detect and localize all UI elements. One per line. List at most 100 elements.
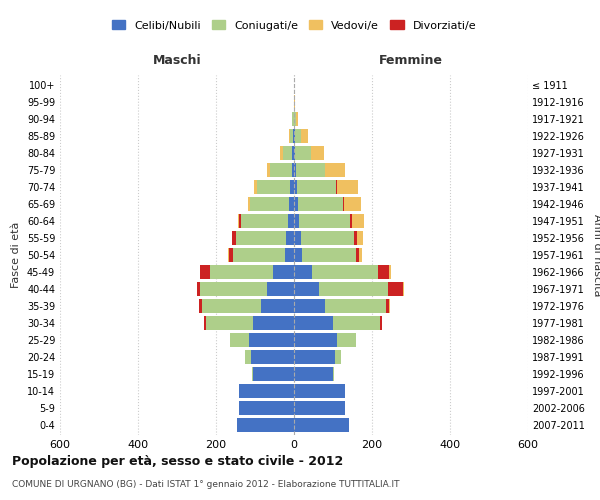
Bar <box>388 282 403 296</box>
Y-axis label: Fasce di età: Fasce di età <box>11 222 21 288</box>
Bar <box>239 214 241 228</box>
Bar <box>294 197 298 212</box>
Bar <box>295 129 301 144</box>
Bar <box>294 418 349 432</box>
Bar <box>336 180 337 194</box>
Bar <box>294 265 311 279</box>
Bar <box>229 248 233 262</box>
Bar <box>197 282 200 296</box>
Bar <box>239 384 294 398</box>
Bar <box>290 129 293 144</box>
Bar <box>249 332 294 347</box>
Bar <box>356 248 359 262</box>
Bar <box>200 282 266 296</box>
Bar <box>294 146 295 160</box>
Bar <box>235 231 286 245</box>
Bar <box>233 248 286 262</box>
Bar <box>344 197 361 212</box>
Bar <box>230 332 249 347</box>
Bar <box>238 214 239 228</box>
Bar <box>241 214 288 228</box>
Bar <box>294 163 296 178</box>
Bar <box>296 163 325 178</box>
Bar <box>299 214 350 228</box>
Bar <box>250 197 289 212</box>
Bar <box>333 366 334 381</box>
Bar <box>297 180 336 194</box>
Bar <box>272 265 294 279</box>
Bar <box>232 231 235 245</box>
Bar <box>311 146 325 160</box>
Bar <box>343 197 344 212</box>
Bar <box>286 231 294 245</box>
Bar <box>295 146 311 160</box>
Bar <box>301 129 308 144</box>
Bar <box>319 282 388 296</box>
Bar <box>289 197 294 212</box>
Bar <box>294 282 319 296</box>
Bar <box>389 265 391 279</box>
Bar <box>294 400 344 415</box>
Bar <box>199 298 202 313</box>
Bar <box>294 332 337 347</box>
Legend: Celibi/Nubili, Coniugati/e, Vedovi/e, Divorziati/e: Celibi/Nubili, Coniugati/e, Vedovi/e, Di… <box>107 16 481 35</box>
Bar <box>210 265 272 279</box>
Bar <box>294 384 344 398</box>
Bar <box>270 163 292 178</box>
Bar <box>352 214 364 228</box>
Bar <box>335 350 341 364</box>
Bar <box>378 265 389 279</box>
Bar <box>386 298 389 313</box>
Text: Maschi: Maschi <box>152 54 202 68</box>
Bar <box>380 316 382 330</box>
Bar <box>245 350 251 364</box>
Bar <box>228 248 229 262</box>
Bar <box>206 316 253 330</box>
Bar <box>294 366 333 381</box>
Bar <box>298 197 343 212</box>
Bar <box>294 180 297 194</box>
Bar <box>325 298 386 313</box>
Bar <box>202 298 261 313</box>
Bar <box>268 163 270 178</box>
Bar <box>280 146 283 160</box>
Bar <box>253 316 294 330</box>
Bar <box>350 214 352 228</box>
Bar <box>292 112 293 126</box>
Bar <box>294 316 333 330</box>
Bar <box>286 248 294 262</box>
Bar <box>290 180 294 194</box>
Bar <box>239 400 294 415</box>
Bar <box>337 332 356 347</box>
Bar <box>333 316 380 330</box>
Bar <box>266 282 294 296</box>
Bar <box>254 180 257 194</box>
Bar <box>357 231 362 245</box>
Bar <box>294 231 301 245</box>
Bar <box>302 248 356 262</box>
Bar <box>248 197 250 212</box>
Bar <box>289 129 290 144</box>
Bar <box>283 146 292 160</box>
Bar <box>301 231 353 245</box>
Text: Popolazione per età, sesso e stato civile - 2012: Popolazione per età, sesso e stato civil… <box>12 455 343 468</box>
Bar <box>252 366 253 381</box>
Bar <box>311 265 378 279</box>
Bar <box>204 316 206 330</box>
Bar <box>292 146 294 160</box>
Bar <box>253 366 294 381</box>
Bar <box>353 231 357 245</box>
Bar <box>288 214 294 228</box>
Text: Femmine: Femmine <box>379 54 443 68</box>
Bar <box>359 248 362 262</box>
Bar <box>294 129 295 144</box>
Bar <box>238 418 294 432</box>
Bar <box>294 298 325 313</box>
Bar <box>293 129 294 144</box>
Bar <box>295 112 296 126</box>
Bar <box>337 180 358 194</box>
Bar <box>257 180 290 194</box>
Bar <box>261 298 294 313</box>
Bar <box>294 350 335 364</box>
Bar <box>200 265 210 279</box>
